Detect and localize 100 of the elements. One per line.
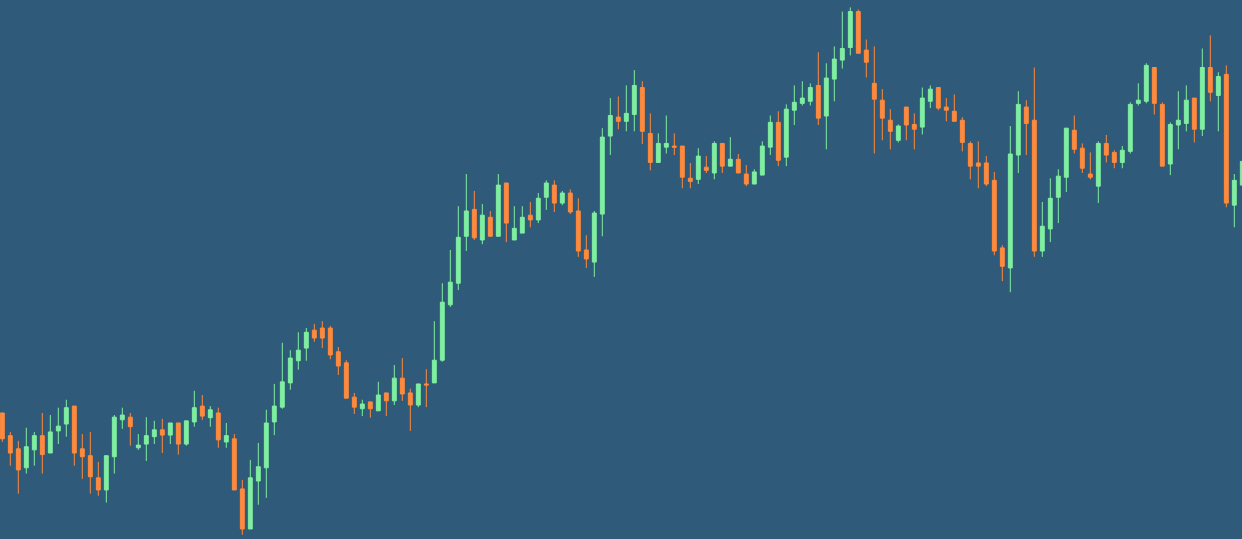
candlestick — [639, 80, 645, 145]
candlestick — [543, 179, 549, 211]
candlestick — [311, 323, 317, 343]
candlestick — [671, 132, 677, 156]
candlestick — [199, 394, 205, 421]
candlestick — [1095, 140, 1101, 204]
candlestick — [911, 112, 917, 150]
candlestick — [1031, 67, 1037, 258]
candlestick — [703, 155, 709, 174]
candlestick — [1183, 84, 1189, 132]
candlestick — [319, 320, 325, 349]
candlestick — [223, 422, 229, 449]
candlestick — [767, 115, 773, 156]
candlestick — [1143, 62, 1149, 104]
candlestick — [351, 392, 357, 415]
candlestick — [1231, 173, 1237, 228]
candlestick — [871, 45, 877, 154]
candlestick — [879, 88, 885, 141]
candlestick — [1191, 97, 1197, 143]
candlestick — [487, 210, 493, 237]
candlestick — [207, 405, 213, 428]
candlestick — [583, 234, 589, 269]
candlestick — [951, 93, 957, 122]
candlestick — [55, 407, 61, 445]
candlestick — [1119, 145, 1125, 169]
candlestick — [239, 479, 245, 536]
candlestick — [495, 173, 501, 237]
candlestick — [1079, 142, 1085, 174]
candlestick — [511, 205, 517, 241]
candlestick — [647, 112, 653, 171]
candlestick — [519, 205, 525, 234]
candlestick — [535, 192, 541, 224]
candlestick — [455, 205, 461, 291]
candlestick — [391, 364, 397, 406]
candlestick — [335, 346, 341, 376]
candlestick — [863, 39, 869, 79]
candlestick — [743, 164, 749, 187]
candlestick — [1015, 90, 1021, 174]
candlestick — [183, 420, 189, 447]
candlestick — [479, 203, 485, 245]
candlestick — [271, 383, 277, 436]
candlestick — [775, 110, 781, 167]
candlestick — [807, 82, 813, 106]
candlestick — [623, 84, 629, 132]
candlestick — [655, 132, 661, 163]
candlestick — [855, 8, 861, 54]
candlestick — [1215, 71, 1221, 132]
candlestick — [439, 282, 445, 363]
candlestick — [39, 412, 45, 475]
candlestick — [303, 327, 309, 362]
candlestick — [63, 399, 69, 438]
candlestick — [823, 62, 829, 150]
candlestick — [815, 51, 821, 126]
candlestick — [567, 188, 573, 215]
candlestick — [471, 190, 477, 241]
candlestick — [1167, 121, 1173, 176]
candlestick — [983, 155, 989, 187]
candlestick — [431, 320, 437, 384]
candlestick — [1103, 134, 1109, 163]
candlestick — [15, 440, 21, 495]
candlestick — [31, 431, 37, 467]
candlestick — [663, 115, 669, 154]
candlestick — [255, 442, 261, 506]
candlestick — [375, 381, 381, 412]
candlestick — [791, 84, 797, 126]
candlestick — [503, 182, 509, 243]
candlestick — [599, 127, 605, 237]
candlestick — [1071, 115, 1077, 154]
candlestick — [279, 342, 285, 410]
candlestick — [95, 461, 101, 497]
candlestick — [47, 414, 53, 454]
candlestick — [463, 173, 469, 252]
candlestick — [295, 331, 301, 371]
candlestick — [1135, 82, 1141, 106]
candlestick — [607, 97, 613, 156]
candlestick — [591, 210, 597, 278]
candlestick — [735, 153, 741, 174]
candlestick — [1039, 201, 1045, 258]
candlestick — [367, 401, 373, 419]
candlestick — [231, 433, 237, 491]
candlestick — [359, 399, 365, 417]
candlestick — [175, 422, 181, 456]
candlestick — [935, 87, 941, 111]
candlestick — [1223, 64, 1229, 208]
candlestick — [887, 108, 893, 150]
candlestick — [1159, 101, 1165, 167]
candlestick — [215, 407, 221, 449]
candlestick — [759, 140, 765, 176]
candlestick — [127, 412, 133, 447]
candlestick — [999, 244, 1005, 282]
candlestick — [1207, 34, 1213, 102]
candlestick — [327, 325, 333, 360]
candlestick — [695, 147, 701, 185]
candlestick — [1175, 90, 1181, 150]
candlestick — [831, 45, 837, 102]
candlestick — [143, 416, 149, 462]
candlestick — [527, 201, 533, 228]
candlestick — [7, 431, 13, 467]
candlestick — [287, 349, 293, 391]
candlestick — [847, 6, 853, 56]
